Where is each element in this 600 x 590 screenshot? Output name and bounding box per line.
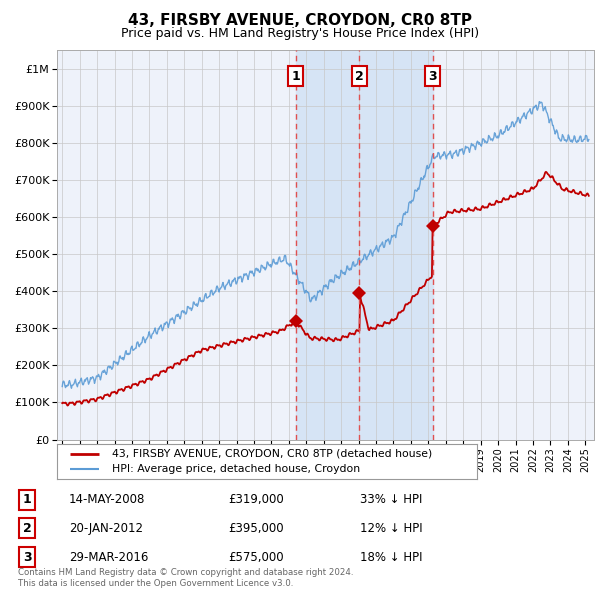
Bar (296, 50, 433, 440)
Text: 3: 3 (428, 70, 437, 83)
Text: Price paid vs. HM Land Registry's House Price Index (HPI): Price paid vs. HM Land Registry's House … (121, 27, 479, 40)
Text: 1: 1 (291, 70, 300, 83)
Text: £395,000: £395,000 (228, 522, 284, 535)
Text: This data is licensed under the Open Government Licence v3.0.: This data is licensed under the Open Gov… (18, 579, 293, 588)
Text: 3: 3 (23, 550, 31, 564)
Text: 14-MAY-2008: 14-MAY-2008 (69, 493, 145, 506)
Text: £575,000: £575,000 (228, 550, 284, 564)
Text: 1: 1 (23, 493, 31, 506)
Text: 18% ↓ HPI: 18% ↓ HPI (360, 550, 422, 564)
Text: 12% ↓ HPI: 12% ↓ HPI (360, 522, 422, 535)
Text: Contains HM Land Registry data © Crown copyright and database right 2024.: Contains HM Land Registry data © Crown c… (18, 568, 353, 577)
Text: 2: 2 (355, 70, 364, 83)
Text: £319,000: £319,000 (228, 493, 284, 506)
Text: 20-JAN-2012: 20-JAN-2012 (69, 522, 143, 535)
Text: 29-MAR-2016: 29-MAR-2016 (69, 550, 148, 564)
Text: 2: 2 (23, 522, 31, 535)
Text: 43, FIRSBY AVENUE, CROYDON, CR0 8TP (detached house): 43, FIRSBY AVENUE, CROYDON, CR0 8TP (det… (112, 448, 432, 458)
Text: 43, FIRSBY AVENUE, CROYDON, CR0 8TP: 43, FIRSBY AVENUE, CROYDON, CR0 8TP (128, 13, 472, 28)
Text: HPI: Average price, detached house, Croydon: HPI: Average price, detached house, Croy… (112, 464, 360, 474)
Text: 33% ↓ HPI: 33% ↓ HPI (360, 493, 422, 506)
